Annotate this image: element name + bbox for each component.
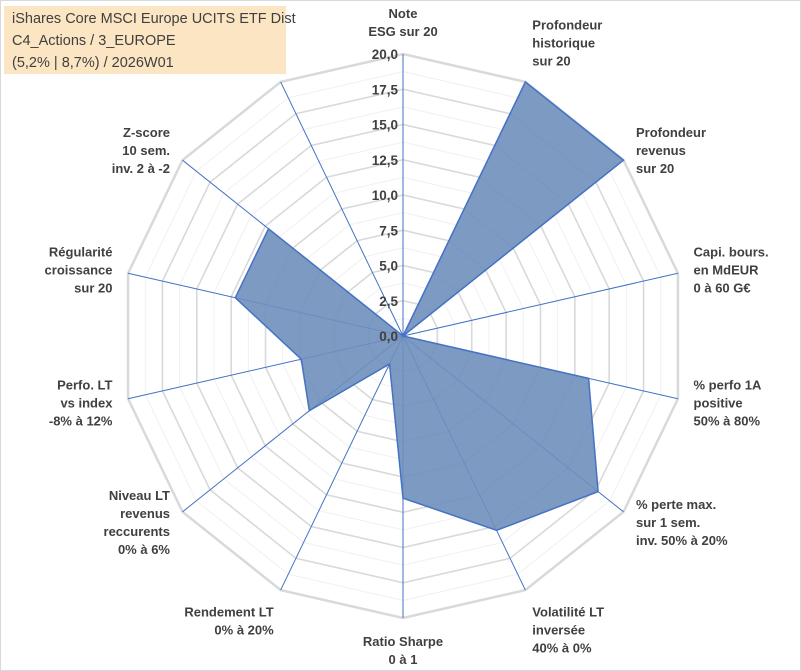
- axis-label-line: % perfo 1A: [694, 377, 763, 392]
- axis-label: Z-score 10 sem. inv. 2 à -2: [112, 125, 170, 176]
- axis-label-line: inv. 50% à 20%: [636, 533, 728, 548]
- axis-label-line: sur 20: [636, 161, 674, 176]
- radar-tick-labels: 0,0 2,5 5,0 7,5 10,0 12,5 15,0 17,5 20,0: [372, 47, 399, 344]
- axis-label-line: croissance: [45, 263, 113, 278]
- axis-label-line: Niveau LT: [109, 488, 170, 503]
- axis-label-line: inversée: [532, 622, 585, 637]
- radar-spoke: [402, 272, 679, 337]
- axis-label-line: en MdEUR: [694, 263, 760, 278]
- axis-label-line: Note: [389, 6, 418, 21]
- tick-label: 0,0: [379, 329, 398, 344]
- axis-label-line: Perfo. LT: [57, 377, 112, 392]
- radar-spoke: [280, 81, 404, 337]
- axis-label-line: Volatilité LT: [532, 604, 604, 619]
- tick-label: 2,5: [379, 294, 398, 309]
- axis-label-line: historique: [532, 36, 595, 51]
- axis-label-line: 50% à 80%: [694, 413, 761, 428]
- axis-label: % perte max. sur 1 sem. inv. 50% à 20%: [636, 497, 728, 548]
- axis-label-line: sur 1 sem.: [636, 515, 700, 530]
- axis-label-line: 10 sem.: [122, 143, 170, 158]
- tick-label: 12,5: [372, 153, 399, 168]
- axis-label-line: -8% à 12%: [49, 413, 113, 428]
- axis-label-line: revenus: [120, 506, 170, 521]
- tick-label: 17,5: [372, 82, 399, 97]
- axis-label-line: inv. 2 à -2: [112, 161, 170, 176]
- tick-label: 10,0: [372, 188, 398, 203]
- axis-label-line: Régularité: [49, 245, 113, 260]
- radar-series: [234, 80, 625, 532]
- axis-label: Niveau LT revenus reccurents 0% à 6%: [104, 488, 171, 557]
- axis-label-line: 0% à 20%: [214, 622, 274, 637]
- axis-label-line: reccurents: [104, 524, 170, 539]
- axis-label-line: revenus: [636, 143, 686, 158]
- axis-label-line: sur 20: [532, 54, 570, 69]
- tick-label: 7,5: [379, 223, 398, 238]
- axis-label-line: 40% à 0%: [532, 640, 592, 655]
- axis-label-line: positive: [694, 395, 743, 410]
- radar-spoke: [280, 335, 404, 591]
- axis-label-line: sur 20: [74, 281, 112, 296]
- axis-label-line: Profondeur: [532, 18, 602, 33]
- axis-label-line: 0% à 6%: [118, 542, 170, 557]
- tick-label: 15,0: [372, 118, 398, 133]
- axis-label-line: 0 à 1: [389, 652, 418, 667]
- axis-label: Profondeur historique sur 20: [532, 18, 602, 69]
- axis-label: Ratio Sharpe 0 à 1: [363, 634, 443, 667]
- axis-label: Capi. bours. en MdEUR 0 à 60 G€: [694, 245, 769, 296]
- axis-label: Volatilité LT inversée 40% à 0%: [532, 604, 604, 655]
- chart-title-box: iShares Core MSCI Europe UCITS ETF Dist …: [4, 6, 296, 74]
- axis-label-line: Profondeur: [636, 125, 706, 140]
- series-area: [234, 80, 625, 532]
- axis-label: Rendement LT 0% à 20%: [184, 604, 274, 637]
- axis-label-line: Ratio Sharpe: [363, 634, 443, 649]
- axis-label-line: ESG sur 20: [368, 24, 437, 39]
- axis-label-line: % perte max.: [636, 497, 716, 512]
- chart-title: iShares Core MSCI Europe UCITS ETF Dist: [12, 11, 296, 27]
- axis-label-line: vs index: [60, 395, 113, 410]
- axis-label-line: Rendement LT: [184, 604, 273, 619]
- tick-label: 20,0: [372, 47, 398, 62]
- axis-label: Régularité croissance sur 20: [45, 245, 113, 296]
- axis-label: Perfo. LT vs index -8% à 12%: [49, 377, 113, 428]
- tick-label: 5,0: [379, 259, 398, 274]
- axis-label: Profondeur revenus sur 20: [636, 125, 706, 176]
- chart-subtitle-stats: (5,2% | 8,7%) / 2026W01: [12, 55, 174, 71]
- axis-label-line: Capi. bours.: [694, 245, 769, 260]
- axis-label-line: 0 à 60 G€: [694, 281, 751, 296]
- axis-label-line: Z-score: [123, 125, 170, 140]
- axis-label: % perfo 1A positive 50% à 80%: [694, 377, 763, 428]
- axis-label: Note ESG sur 20: [368, 6, 437, 39]
- chart-subtitle-category: C4_Actions / 3_EUROPE: [12, 33, 176, 49]
